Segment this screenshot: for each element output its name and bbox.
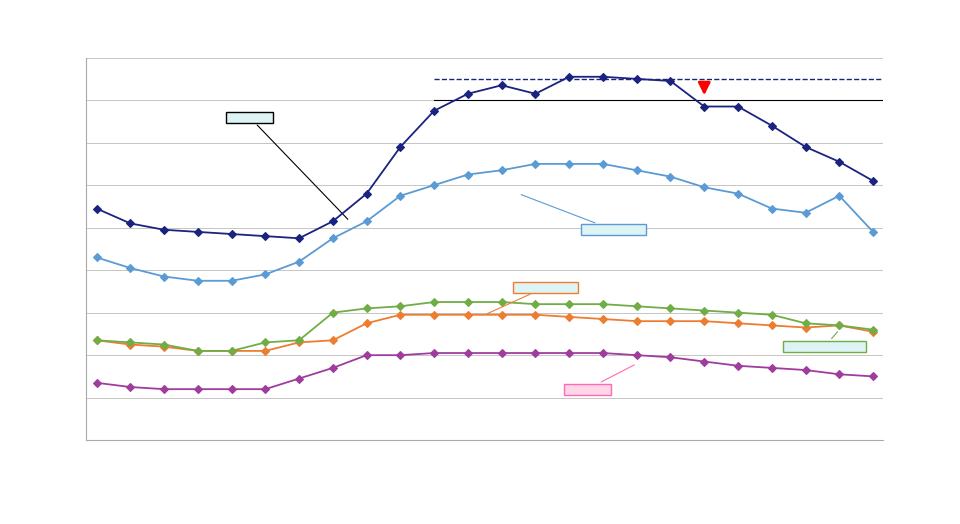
Text: PJM: PJM bbox=[521, 194, 640, 230]
Text: フランス: フランス bbox=[789, 332, 861, 347]
Text: 英国: 英国 bbox=[569, 365, 635, 389]
Text: 日本: 日本 bbox=[231, 117, 348, 219]
Text: ドイツ: ドイツ bbox=[488, 287, 572, 314]
